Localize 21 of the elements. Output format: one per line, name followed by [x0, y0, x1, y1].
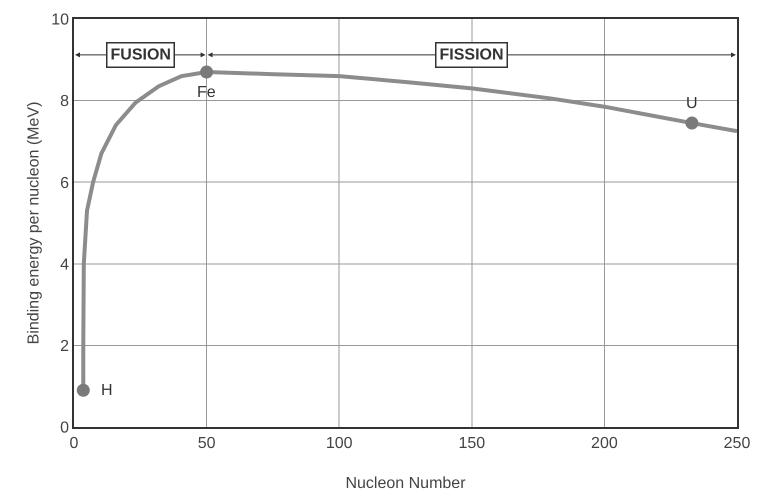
y-tick-label: 6 [60, 174, 70, 192]
annotation: H [101, 382, 113, 399]
y-axis-title: Binding energy per nucleon (MeV) [26, 102, 43, 344]
y-tick-label: 8 [60, 93, 70, 110]
y-tick-label: 2 [60, 338, 70, 355]
point [76, 384, 90, 397]
x-tick-label: 250 [724, 434, 750, 452]
y-tick-label: 4 [60, 256, 70, 274]
point [200, 66, 214, 79]
x-tick-label: 200 [591, 434, 618, 452]
annotation: U [686, 95, 698, 112]
x-axis-title: Nucleon Number [345, 475, 466, 492]
x-tick-label: 100 [326, 434, 353, 452]
annotation: FUSION [110, 46, 171, 64]
annotation: Fe [197, 84, 216, 101]
annotation: FISSION [440, 46, 504, 64]
y-tick-label: 0 [60, 420, 70, 437]
x-tick-label: 150 [458, 434, 486, 452]
point [685, 116, 698, 130]
x-tick-label: 50 [198, 434, 216, 452]
y-tick-label: 10 [51, 12, 70, 29]
